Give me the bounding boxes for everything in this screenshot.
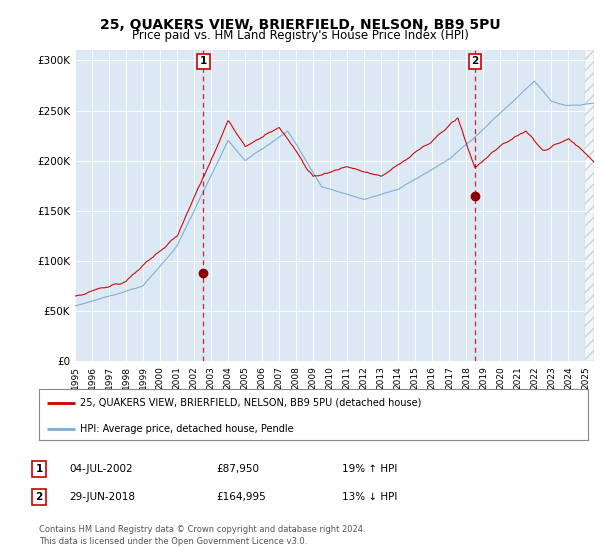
Text: 04-JUL-2002: 04-JUL-2002	[69, 464, 133, 474]
Text: This data is licensed under the Open Government Licence v3.0.: This data is licensed under the Open Gov…	[39, 537, 307, 546]
Text: £164,995: £164,995	[216, 492, 266, 502]
Text: 1: 1	[35, 464, 43, 474]
Text: 25, QUAKERS VIEW, BRIERFIELD, NELSON, BB9 5PU: 25, QUAKERS VIEW, BRIERFIELD, NELSON, BB…	[100, 18, 500, 32]
Text: 1: 1	[200, 57, 207, 67]
Text: 25, QUAKERS VIEW, BRIERFIELD, NELSON, BB9 5PU (detached house): 25, QUAKERS VIEW, BRIERFIELD, NELSON, BB…	[80, 398, 422, 408]
Text: 2: 2	[471, 57, 479, 67]
Text: 13% ↓ HPI: 13% ↓ HPI	[342, 492, 397, 502]
Text: 2: 2	[35, 492, 43, 502]
Text: 29-JUN-2018: 29-JUN-2018	[69, 492, 135, 502]
Text: £87,950: £87,950	[216, 464, 259, 474]
Text: HPI: Average price, detached house, Pendle: HPI: Average price, detached house, Pend…	[80, 423, 294, 433]
Text: 19% ↑ HPI: 19% ↑ HPI	[342, 464, 397, 474]
Text: Price paid vs. HM Land Registry's House Price Index (HPI): Price paid vs. HM Land Registry's House …	[131, 29, 469, 42]
Text: Contains HM Land Registry data © Crown copyright and database right 2024.: Contains HM Land Registry data © Crown c…	[39, 525, 365, 534]
